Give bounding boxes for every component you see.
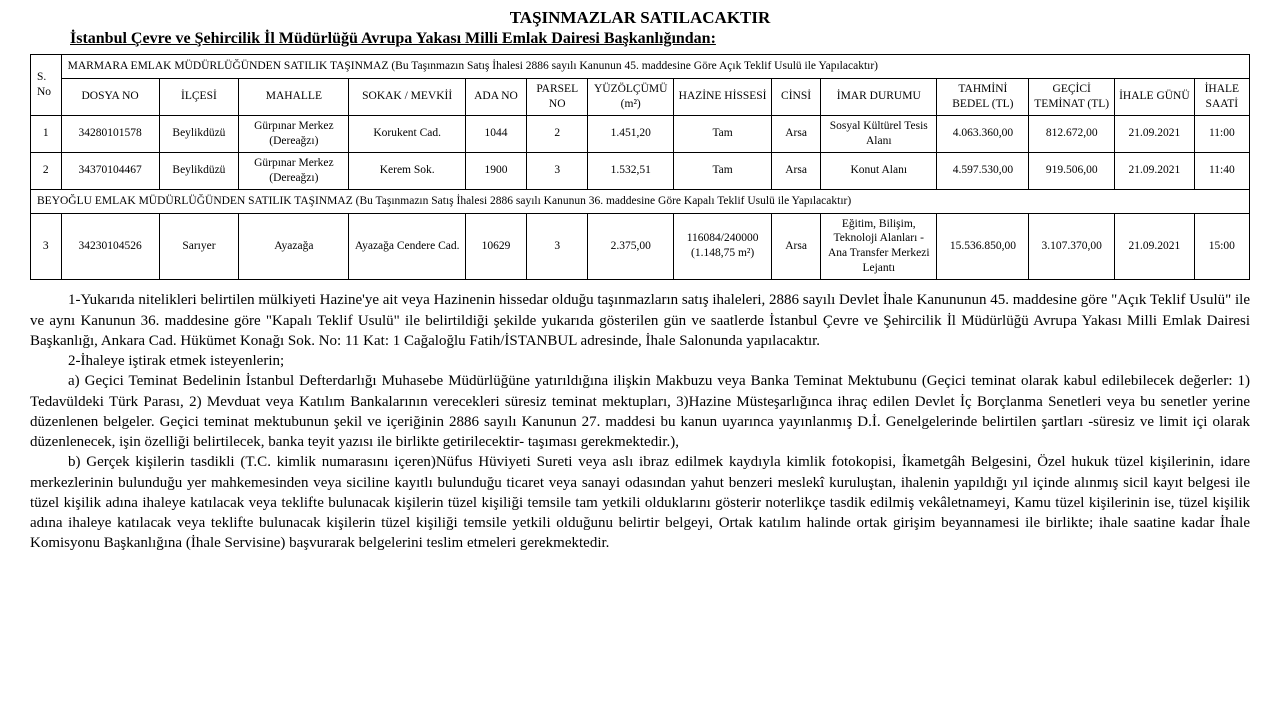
- cell-mahalle: Ayazağa: [239, 213, 349, 280]
- cell-sno: 3: [31, 213, 62, 280]
- cell-sokak: Korukent Cad.: [349, 115, 465, 152]
- col-header-bedel: TAHMİNİ BEDEL (TL): [937, 78, 1029, 115]
- col-header-dosya: DOSYA NO: [61, 78, 159, 115]
- page-title: TAŞINMAZLAR SATILACAKTIR: [30, 8, 1250, 28]
- cell-saat: 11:00: [1194, 115, 1249, 152]
- paragraph-2: 2-İhaleye iştirak etmek isteyenlerin;: [30, 351, 1250, 371]
- cell-gun: 21.09.2021: [1115, 213, 1195, 280]
- cell-sokak: Ayazağa Cendere Cad.: [349, 213, 465, 280]
- cell-mahalle: Gürpınar Merkez (Dereağzı): [239, 115, 349, 152]
- cell-yuz: 1.532,51: [588, 152, 674, 189]
- cell-hisse: Tam: [674, 115, 772, 152]
- cell-imar: Sosyal Kültürel Tesis Alanı: [821, 115, 937, 152]
- cell-saat: 11:40: [1194, 152, 1249, 189]
- cell-parsel: 3: [527, 152, 588, 189]
- cell-hisse: Tam: [674, 152, 772, 189]
- cell-sno: 1: [31, 115, 62, 152]
- cell-cins: Arsa: [772, 213, 821, 280]
- cell-hisse: 116084/240000 (1.148,75 m²): [674, 213, 772, 280]
- col-header-mahalle: MAHALLE: [239, 78, 349, 115]
- col-header-sno: S. No: [31, 55, 62, 116]
- col-header-hisse: HAZİNE HİSSESİ: [674, 78, 772, 115]
- cell-teminat: 3.107.370,00: [1029, 213, 1115, 280]
- table-row: 1 34280101578 Beylikdüzü Gürpınar Merkez…: [31, 115, 1250, 152]
- paragraph-3b: b) Gerçek kişilerin tasdikli (T.C. kimli…: [30, 452, 1250, 553]
- cell-imar: Eğitim, Bilişim, Teknoloji Alanları - An…: [821, 213, 937, 280]
- cell-ilce: Beylikdüzü: [159, 152, 239, 189]
- cell-mahalle: Gürpınar Merkez (Dereağzı): [239, 152, 349, 189]
- col-header-ilce: İLÇESİ: [159, 78, 239, 115]
- cell-ada: 1900: [465, 152, 526, 189]
- cell-yuz: 1.451,20: [588, 115, 674, 152]
- cell-parsel: 3: [527, 213, 588, 280]
- cell-teminat: 812.672,00: [1029, 115, 1115, 152]
- cell-teminat: 919.506,00: [1029, 152, 1115, 189]
- cell-sokak: Kerem Sok.: [349, 152, 465, 189]
- col-header-yuz: YÜZÖLÇÜMÜ (m²): [588, 78, 674, 115]
- col-header-ada: ADA NO: [465, 78, 526, 115]
- col-header-parsel: PARSEL NO: [527, 78, 588, 115]
- cell-cins: Arsa: [772, 115, 821, 152]
- cell-gun: 21.09.2021: [1115, 115, 1195, 152]
- section-1-label: MARMARA EMLAK MÜDÜRLÜĞÜNDEN SATILIK TAŞI…: [61, 55, 1249, 79]
- cell-ada: 1044: [465, 115, 526, 152]
- col-header-gun: İHALE GÜNÜ: [1115, 78, 1195, 115]
- cell-cins: Arsa: [772, 152, 821, 189]
- col-header-saat: İHALE SAATİ: [1194, 78, 1249, 115]
- col-header-sokak: SOKAK / MEVKİİ: [349, 78, 465, 115]
- cell-ada: 10629: [465, 213, 526, 280]
- col-header-cins: CİNSİ: [772, 78, 821, 115]
- cell-dosya: 34230104526: [61, 213, 159, 280]
- section-2-label: BEYOĞLU EMLAK MÜDÜRLÜĞÜNDEN SATILIK TAŞI…: [31, 189, 1250, 213]
- cell-ilce: Beylikdüzü: [159, 115, 239, 152]
- table-section-2: BEYOĞLU EMLAK MÜDÜRLÜĞÜNDEN SATILIK TAŞI…: [31, 189, 1250, 213]
- cell-sno: 2: [31, 152, 62, 189]
- cell-ilce: Sarıyer: [159, 213, 239, 280]
- table-row: 3 34230104526 Sarıyer Ayazağa Ayazağa Ce…: [31, 213, 1250, 280]
- table-header-row: DOSYA NO İLÇESİ MAHALLE SOKAK / MEVKİİ A…: [31, 78, 1250, 115]
- cell-imar: Konut Alanı: [821, 152, 937, 189]
- cell-parsel: 2: [527, 115, 588, 152]
- cell-bedel: 4.597.530,00: [937, 152, 1029, 189]
- table-row: 2 34370104467 Beylikdüzü Gürpınar Merkez…: [31, 152, 1250, 189]
- cell-gun: 21.09.2021: [1115, 152, 1195, 189]
- cell-bedel: 15.536.850,00: [937, 213, 1029, 280]
- col-header-teminat: GEÇİCİ TEMİNAT (TL): [1029, 78, 1115, 115]
- cell-dosya: 34370104467: [61, 152, 159, 189]
- table-section-1: S. No MARMARA EMLAK MÜDÜRLÜĞÜNDEN SATILI…: [31, 55, 1250, 79]
- paragraph-3a: a) Geçici Teminat Bedelinin İstanbul Def…: [30, 371, 1250, 452]
- property-table: S. No MARMARA EMLAK MÜDÜRLÜĞÜNDEN SATILI…: [30, 54, 1250, 280]
- cell-bedel: 4.063.360,00: [937, 115, 1029, 152]
- page-subtitle: İstanbul Çevre ve Şehircilik İl Müdürlüğ…: [70, 30, 1250, 48]
- col-header-imar: İMAR DURUMU: [821, 78, 937, 115]
- cell-dosya: 34280101578: [61, 115, 159, 152]
- cell-yuz: 2.375,00: [588, 213, 674, 280]
- cell-saat: 15:00: [1194, 213, 1249, 280]
- body-text: 1-Yukarıda nitelikleri belirtilen mülkiy…: [30, 290, 1250, 553]
- paragraph-1: 1-Yukarıda nitelikleri belirtilen mülkiy…: [30, 290, 1250, 351]
